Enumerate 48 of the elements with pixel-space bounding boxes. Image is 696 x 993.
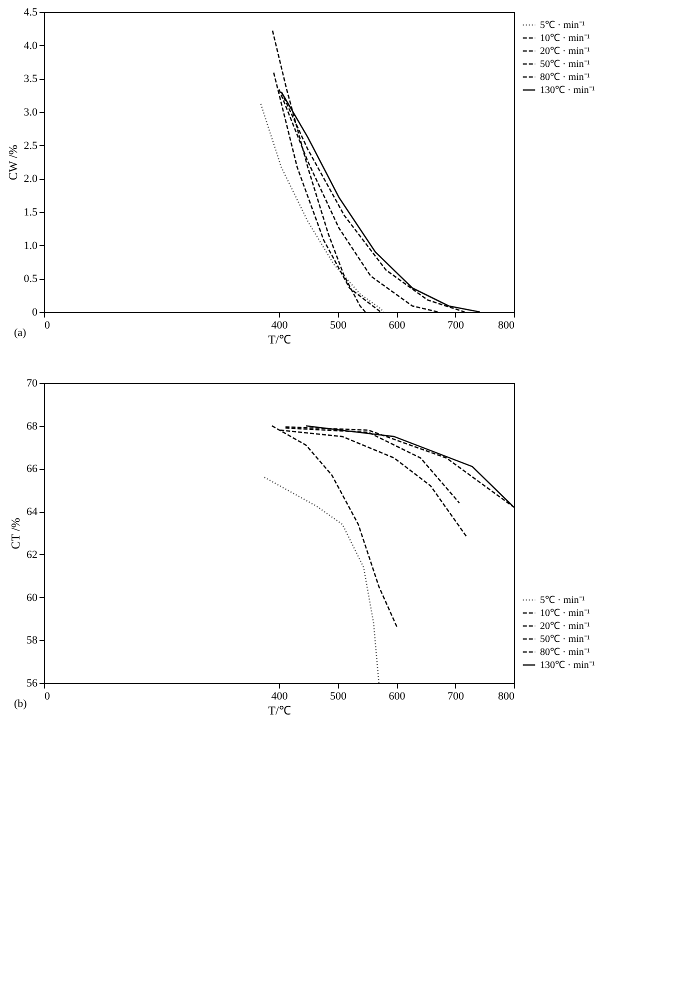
text: (b) [14, 698, 28, 710]
x-tick-label: 500 [330, 320, 347, 332]
legend-label: 20℃ · min⁻¹ [540, 621, 590, 632]
x-tick-label: 400 [271, 690, 288, 702]
y-tick-label: 70 [26, 378, 38, 390]
y-tick-label: 66 [26, 463, 38, 476]
y-tick-label: 58 [26, 634, 38, 647]
legend-label: 130℃ · min⁻¹ [540, 660, 595, 671]
y-tick-label: 2.5 [24, 140, 38, 152]
y-tick-label: 4.5 [24, 6, 38, 18]
x-tick-label: 400 [271, 320, 288, 332]
legend-label: 5℃ · min⁻¹ [540, 20, 585, 31]
legend-label: 50℃ · min⁻¹ [540, 634, 590, 645]
y-tick-label: 62 [26, 548, 38, 561]
x-tick-label: 800 [498, 690, 515, 702]
legend-label: 80℃ · min⁻¹ [540, 647, 590, 658]
y-tick-label: 3.0 [24, 106, 38, 118]
x-tick-label: 700 [448, 320, 464, 332]
text: (a) [14, 327, 27, 339]
y-tick-label: 2.0 [24, 173, 38, 186]
legend-label: 10℃ · min⁻¹ [540, 33, 590, 44]
y-tick-label: 64 [26, 506, 38, 518]
y-axis-title: CT /% [8, 518, 22, 550]
y-tick-label: 56 [26, 678, 38, 690]
x-tick-label: 0 [44, 320, 50, 332]
y-axis-title: CW /% [6, 144, 20, 180]
x-tick-label: 700 [448, 690, 464, 702]
x-tick-label: 500 [330, 690, 347, 702]
x-tick-label: 600 [388, 320, 406, 332]
y-tick-label: 1.0 [24, 240, 38, 252]
x-tick-label: 600 [388, 690, 406, 702]
y-tick-label: 1.5 [24, 206, 38, 218]
y-tick-label: 3.5 [24, 73, 38, 86]
y-tick-label: 0.5 [24, 273, 38, 286]
y-tick-label: 68 [26, 420, 38, 432]
legend-label: 50℃ · min⁻¹ [540, 59, 590, 70]
legend-label: 10℃ · min⁻¹ [540, 608, 590, 619]
y-tick-label: 4.0 [24, 40, 38, 52]
x-tick-label: 800 [498, 320, 515, 332]
x-tick-label: 0 [44, 690, 50, 702]
y-tick-label: 60 [26, 592, 38, 604]
legend-label: 20℃ · min⁻¹ [540, 46, 590, 57]
x-axis-title: T/℃ [268, 704, 291, 718]
legend-label: 130℃ · min⁻¹ [540, 85, 595, 96]
legend-label: 5℃ · min⁻¹ [540, 595, 585, 606]
x-axis-title: T/℃ [268, 332, 291, 346]
legend-label: 80℃ · min⁻¹ [540, 72, 590, 83]
y-tick-label: 0 [32, 306, 38, 318]
